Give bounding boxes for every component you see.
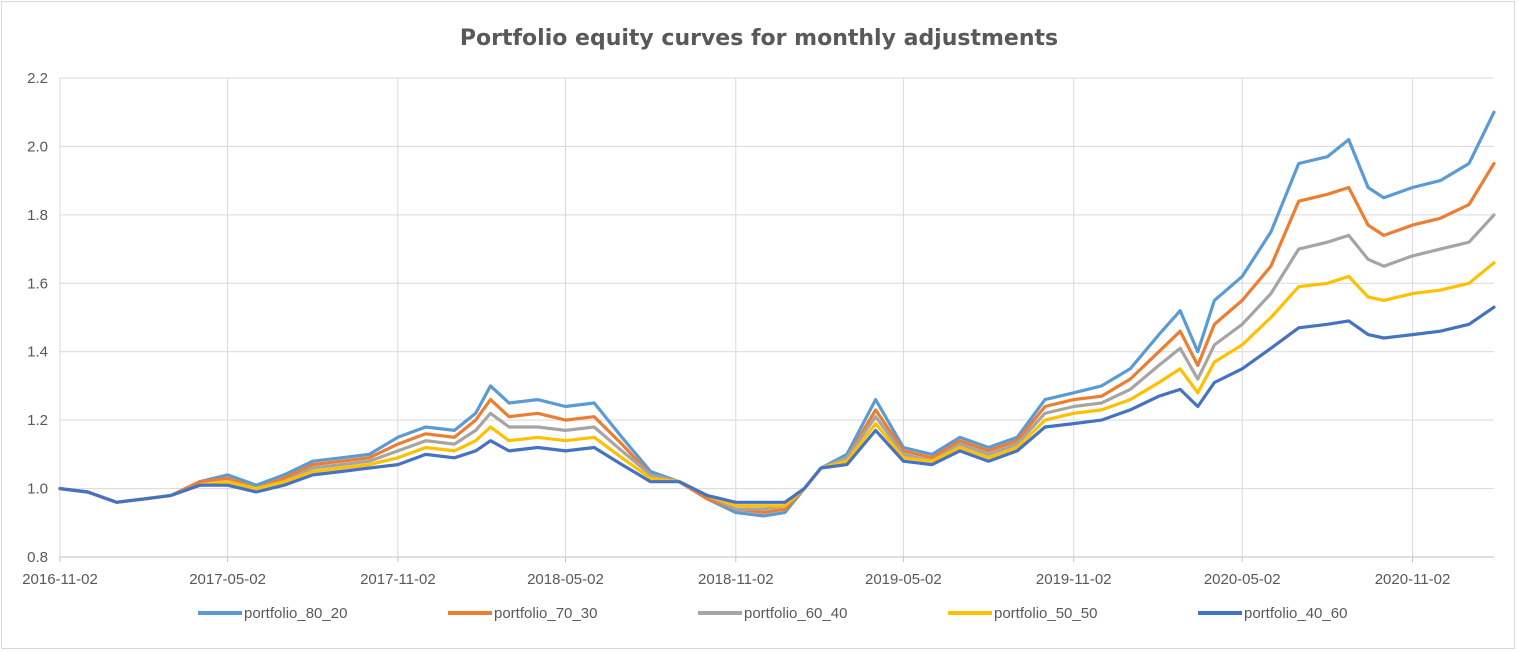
x-tick-label: 2019-11-02 — [1036, 571, 1112, 588]
x-tick-label: 2018-05-02 — [527, 571, 604, 588]
y-tick-label: 1.8 — [27, 207, 48, 224]
legend-label: portfolio_50_50 — [994, 605, 1097, 622]
y-tick-label: 1.4 — [27, 344, 48, 361]
series-line-portfolio-40-60 — [58, 305, 1496, 504]
y-tick-label: 1.0 — [27, 481, 48, 498]
x-tick-label: 2018-11-02 — [698, 571, 774, 588]
legend-item: portfolio_40_60 — [1198, 605, 1347, 622]
x-tick-label: 2017-11-02 — [360, 571, 436, 588]
chart-title: Portfolio equity curves for monthly adju… — [460, 26, 1058, 51]
legend-label: portfolio_60_40 — [744, 605, 847, 622]
series-line-portfolio-50-50 — [58, 261, 1496, 508]
y-tick-label: 2.2 — [27, 70, 48, 87]
legend-label: portfolio_70_30 — [494, 605, 597, 622]
legend-item: portfolio_70_30 — [448, 605, 597, 622]
y-tick-label: 0.8 — [27, 549, 48, 566]
legend-label: portfolio_40_60 — [1244, 605, 1347, 622]
y-tick-label: 2.0 — [27, 138, 48, 155]
series-line-portfolio-60-40 — [58, 213, 1496, 511]
y-tick-label: 1.2 — [27, 412, 48, 429]
legend-item: portfolio_50_50 — [948, 605, 1097, 622]
series-line-portfolio-80-20 — [58, 110, 1496, 518]
x-tick-label: 2016-11-02 — [22, 571, 98, 588]
legend-label: portfolio_80_20 — [244, 605, 347, 622]
x-tick-label: 2020-05-02 — [1204, 571, 1281, 588]
legend: portfolio_80_20 portfolio_70_30 portfolio_… — [198, 605, 1347, 622]
series-lines — [58, 110, 1496, 518]
grid — [59, 77, 1494, 562]
y-axis-ticks: 0.8 1.0 1.2 1.4 1.6 1.8 2.0 2.2 — [27, 70, 48, 566]
x-tick-label: 2017-05-02 — [189, 571, 266, 588]
legend-item: portfolio_80_20 — [198, 605, 347, 622]
y-tick-label: 1.6 — [27, 275, 48, 292]
x-axis-ticks: 2016-11-02 2017-05-02 2017-11-02 2018-05-02… — [22, 571, 1450, 588]
x-tick-label: 2019-05-02 — [865, 571, 942, 588]
legend-item: portfolio_60_40 — [698, 605, 847, 622]
x-tick-label: 2020-11-02 — [1375, 571, 1451, 588]
